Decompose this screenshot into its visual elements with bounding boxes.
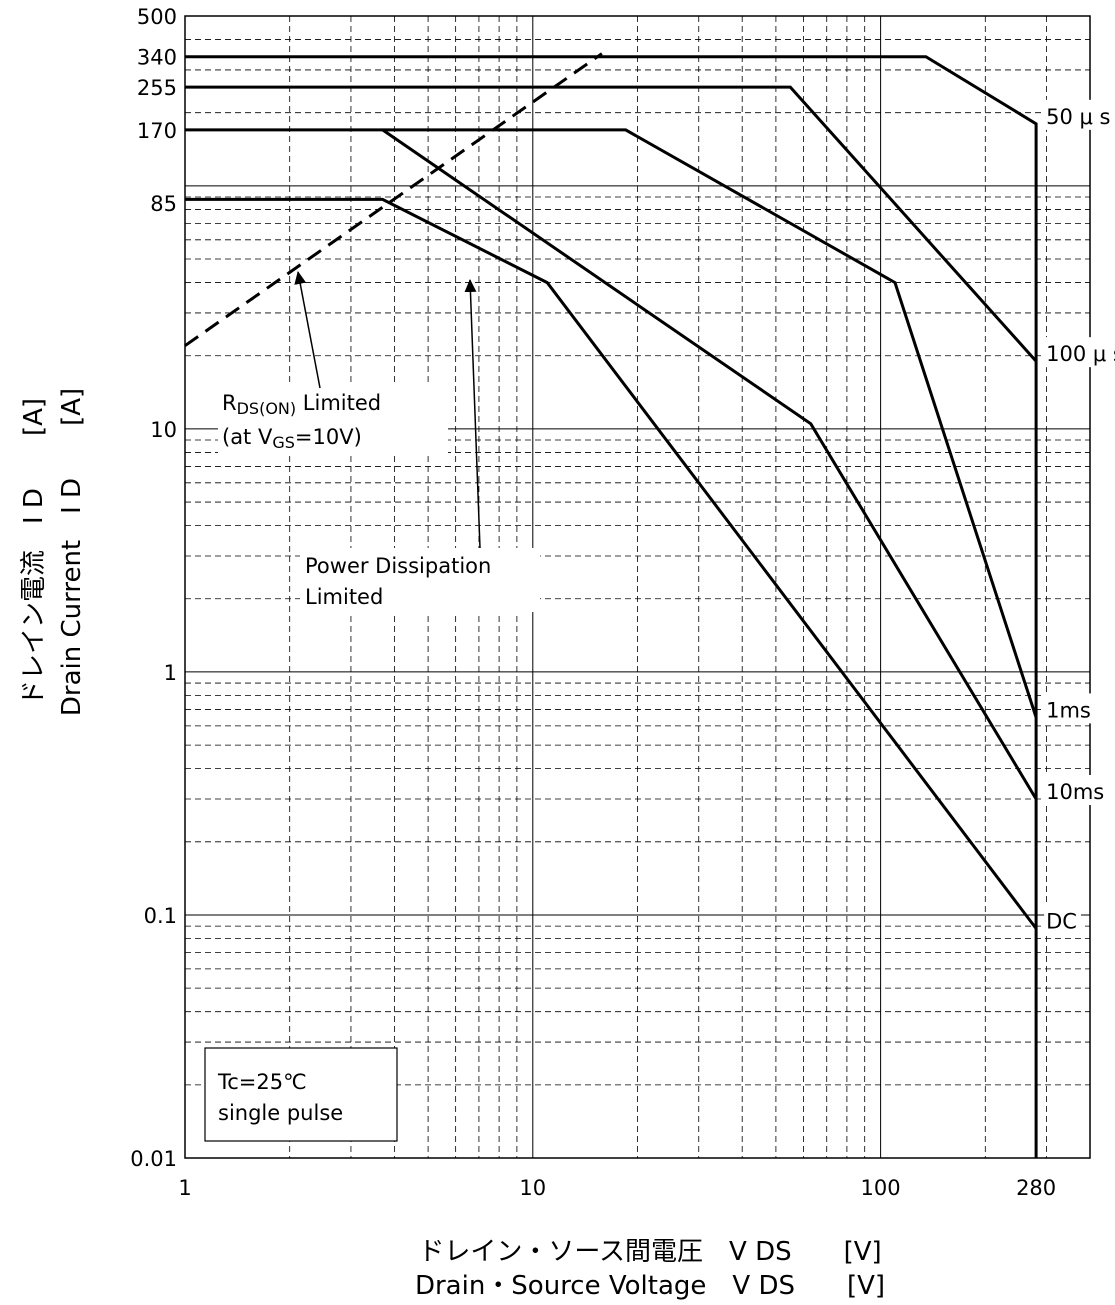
- curve-label-100μs: 100 μ s: [1046, 342, 1115, 366]
- power-dissipation-line1: Power Dissipation: [305, 554, 491, 578]
- curve-labels: 50 μ s 100 μ s 1ms 10ms DC: [1044, 99, 1115, 935]
- power-dissipation-line2: Limited: [305, 585, 383, 609]
- condition-temperature: Tc=25℃: [217, 1070, 307, 1094]
- x-tick-label: 280: [1016, 1176, 1056, 1200]
- curve-label-DC: DC: [1046, 909, 1077, 933]
- y-tick-label: 85: [150, 192, 177, 216]
- x-axis-title-jp: ドレイン・ソース間電圧 V DS [V]: [418, 1237, 881, 1267]
- curve-label-50μs: 50 μ s: [1046, 105, 1110, 129]
- y-axis-title-en: Drain Current I D [A]: [57, 388, 87, 716]
- series-50μs-line: [185, 55, 1038, 1158]
- curve-label-bg: [1044, 99, 1115, 130]
- svg-text:RDS(ON) Limited: RDS(ON) Limited: [222, 391, 381, 418]
- x-axis-title-en: Drain・Source Voltage V DS [V]: [415, 1271, 885, 1301]
- series-1ms-line: [185, 128, 1038, 718]
- power-dissipation-annotation: Power Dissipation Limited: [300, 279, 540, 612]
- y-tick-label: 0.1: [144, 904, 177, 928]
- rds-on-r: R: [222, 391, 237, 415]
- y-tick-label: 10: [150, 418, 177, 442]
- rds-on-at: (at V: [222, 425, 273, 449]
- curve-label-bg: [1044, 693, 1095, 724]
- rds-on-gs: GS: [272, 433, 295, 452]
- curve-label-bg: [1044, 337, 1115, 368]
- y-axis-ticks: 500 340 255 170 85 10 1 0.1 0.01: [130, 5, 177, 1171]
- curve-label-1ms: 1ms: [1046, 698, 1091, 722]
- y-tick-label: 340: [137, 46, 177, 70]
- x-tick-label: 1: [178, 1176, 191, 1200]
- conditions-box: Tc=25℃ single pulse: [204, 1047, 398, 1142]
- curve-label-bg: [1044, 904, 1081, 935]
- y-tick-label: 1: [164, 661, 177, 685]
- y-tick-label: 0.01: [130, 1147, 177, 1171]
- svg-text:(at VGS=10V): (at VGS=10V): [222, 425, 362, 452]
- y-tick-label: 500: [137, 5, 177, 29]
- x-tick-label: 100: [861, 1176, 901, 1200]
- rds-on-annotation: RDS(ON) Limited (at VGS=10V): [218, 271, 448, 456]
- curve-label-10ms: 10ms: [1046, 780, 1104, 804]
- series-100μs-line: [185, 85, 1038, 363]
- y-axis-title-jp: ドレイン電流 I D [A]: [19, 398, 49, 706]
- rds-on-rest: Limited: [296, 391, 381, 415]
- series-DC-line: [185, 197, 1038, 930]
- y-tick-label: 170: [137, 119, 177, 143]
- y-tick-label: 255: [137, 76, 177, 100]
- plot-frame: [184, 15, 1091, 1159]
- rds-on-limit-line: [184, 52, 603, 347]
- condition-pulse: single pulse: [218, 1101, 343, 1125]
- soa-curves: [184, 52, 1038, 1158]
- rds-on-sub: DS(ON): [237, 399, 297, 418]
- x-axis-ticks: 1 10 100 280: [178, 1176, 1056, 1200]
- rds-on-10v: =10V): [295, 425, 362, 449]
- curve-label-bg: [1044, 775, 1109, 806]
- series-10ms-line: [381, 128, 1038, 800]
- x-tick-label: 10: [519, 1176, 546, 1200]
